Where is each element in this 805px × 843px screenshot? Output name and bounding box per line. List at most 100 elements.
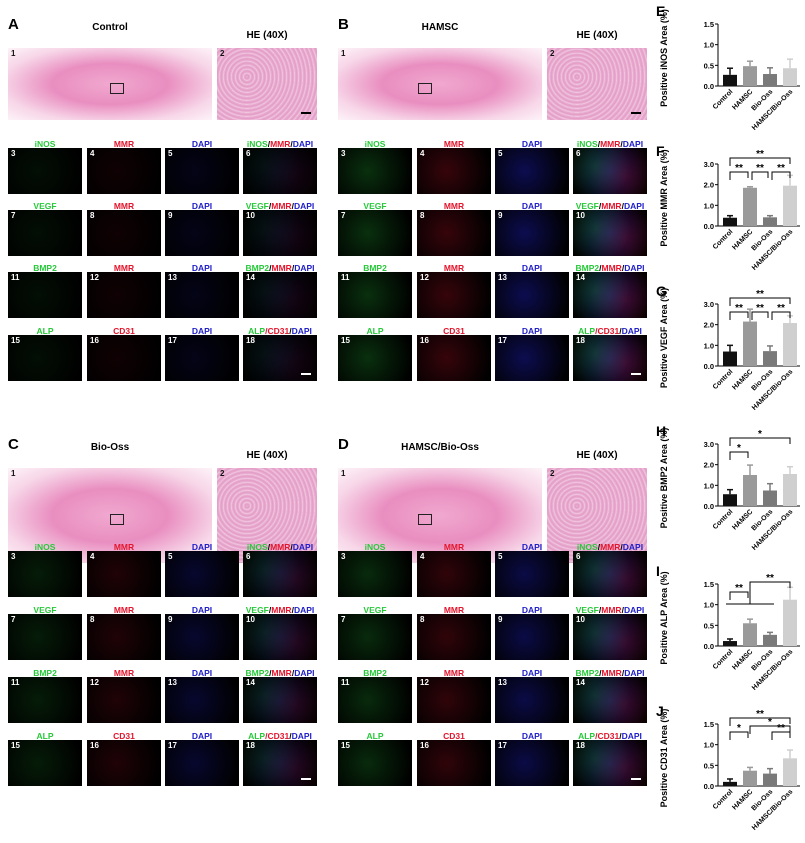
label-part: CD31: [443, 731, 465, 741]
fluorescence-image: 6: [573, 148, 647, 194]
channel-label: DAPI: [165, 668, 239, 678]
channel-label: DAPI: [495, 201, 569, 211]
y-axis-label: Positive MMR Area (%): [659, 149, 669, 246]
image-number: 6: [246, 149, 251, 158]
label-part: /: [268, 605, 272, 615]
label-part: DAPI: [521, 542, 543, 552]
y-tick-label: 1.0: [704, 201, 714, 210]
label-part: /: [269, 668, 272, 678]
label-part: CD31: [443, 326, 465, 336]
image-number: 17: [168, 336, 177, 345]
channel-label: MMR: [417, 139, 491, 149]
image-number: 6: [576, 149, 581, 158]
y-tick-label: 1.0: [704, 741, 714, 750]
label-part: MMR: [113, 139, 135, 149]
group-title: HAMSC: [421, 22, 459, 33]
group-title: HAMSC/Bio-Oss: [401, 442, 479, 453]
significance-bracket: [729, 451, 749, 460]
bar: [743, 321, 757, 366]
fluorescence-image: 4: [87, 148, 161, 194]
image-number: 8: [90, 211, 95, 220]
label-part: ALP: [248, 326, 266, 336]
label-part: /: [265, 326, 268, 336]
label-part: DAPI: [291, 731, 312, 741]
fluorescence-image: 17: [165, 740, 239, 786]
label-part: DAPI: [293, 605, 315, 615]
channel-label: iNOS/MMR/DAPI: [573, 139, 647, 149]
image-number: 1: [341, 49, 346, 58]
panel-B: B HAMSC HE (40X) 1 2 iNOS 3 MMR 4 DAPI 5 iNOS/MMR/D…: [330, 0, 650, 420]
label-part: MMR: [271, 201, 292, 211]
image-number: 12: [90, 678, 99, 687]
label-part: /: [619, 731, 622, 741]
bar: [723, 781, 737, 786]
significance-bracket: [749, 725, 791, 734]
he-label: HE (40X): [246, 30, 288, 41]
image-number: 2: [220, 469, 225, 478]
bar: [763, 217, 777, 226]
panel-letter: I: [656, 563, 660, 579]
bar: [783, 68, 797, 86]
fluorescence-image: 16: [417, 740, 491, 786]
image-number: 6: [576, 552, 581, 561]
image-number: 14: [246, 678, 255, 687]
channel-label: DAPI: [165, 139, 239, 149]
significance-bracket: [729, 311, 749, 320]
he-magnified-image: 2: [547, 48, 647, 120]
fluorescence-image: 5: [495, 551, 569, 597]
y-tick-label: 2.0: [704, 461, 714, 470]
fluorescence-image: 15: [8, 335, 82, 381]
image-number: 4: [420, 552, 425, 561]
image-number: 14: [246, 273, 255, 282]
label-part: ALP: [366, 326, 384, 336]
label-part: /: [267, 542, 271, 552]
group-title: Control: [92, 22, 128, 33]
fluorescence-image: 8: [87, 614, 161, 660]
y-tick-label: 1.5: [704, 720, 714, 729]
label-part: VEGF: [33, 201, 57, 211]
fluorescence-image: 3: [8, 148, 82, 194]
y-tick-label: 0.0: [704, 362, 714, 371]
label-part: DAPI: [521, 139, 543, 149]
y-tick-label: 0.5: [704, 621, 714, 630]
label-part: MMR: [113, 605, 135, 615]
fluorescence-image: 3: [8, 551, 82, 597]
bar: [763, 74, 777, 86]
image-number: 4: [420, 149, 425, 158]
channel-label: ALP: [8, 731, 82, 741]
significance-label: **: [735, 583, 743, 594]
y-tick-label: 0.0: [704, 222, 714, 231]
panel-letter: C: [8, 436, 19, 453]
channel-label: MMR: [87, 263, 161, 273]
channel-label: BMP2/MMR/DAPI: [243, 668, 317, 678]
fluorescence-image: 17: [495, 335, 569, 381]
channel-label: MMR: [87, 668, 161, 678]
region-box: [110, 513, 124, 525]
image-number: 10: [576, 211, 585, 220]
label-part: /: [621, 668, 625, 678]
label-part: iNOS: [364, 139, 386, 149]
label-part: iNOS: [34, 542, 56, 552]
scale-bar: [631, 112, 641, 114]
fluorescence-image: 15: [338, 740, 412, 786]
label-part: MMR: [601, 263, 622, 273]
channel-label: BMP2/MMR/DAPI: [243, 263, 317, 273]
channel-label: MMR: [417, 542, 491, 552]
bar: [743, 475, 757, 506]
label-part: ALP: [578, 731, 596, 741]
y-axis-label: Positive VEGF Area (%): [659, 288, 669, 388]
image-number: 15: [11, 741, 20, 750]
label-part: MMR: [443, 542, 465, 552]
fluorescence-image: 17: [165, 335, 239, 381]
image-number: 10: [246, 615, 255, 624]
fluorescence-image: 12: [87, 272, 161, 318]
image-number: 5: [168, 552, 173, 561]
panel-letter: A: [8, 16, 19, 33]
label-part: BMP2: [363, 668, 387, 678]
label-part: DAPI: [292, 139, 314, 149]
bar: [783, 323, 797, 366]
channel-label: VEGF/MMR/DAPI: [243, 605, 317, 615]
bar: [723, 351, 737, 366]
